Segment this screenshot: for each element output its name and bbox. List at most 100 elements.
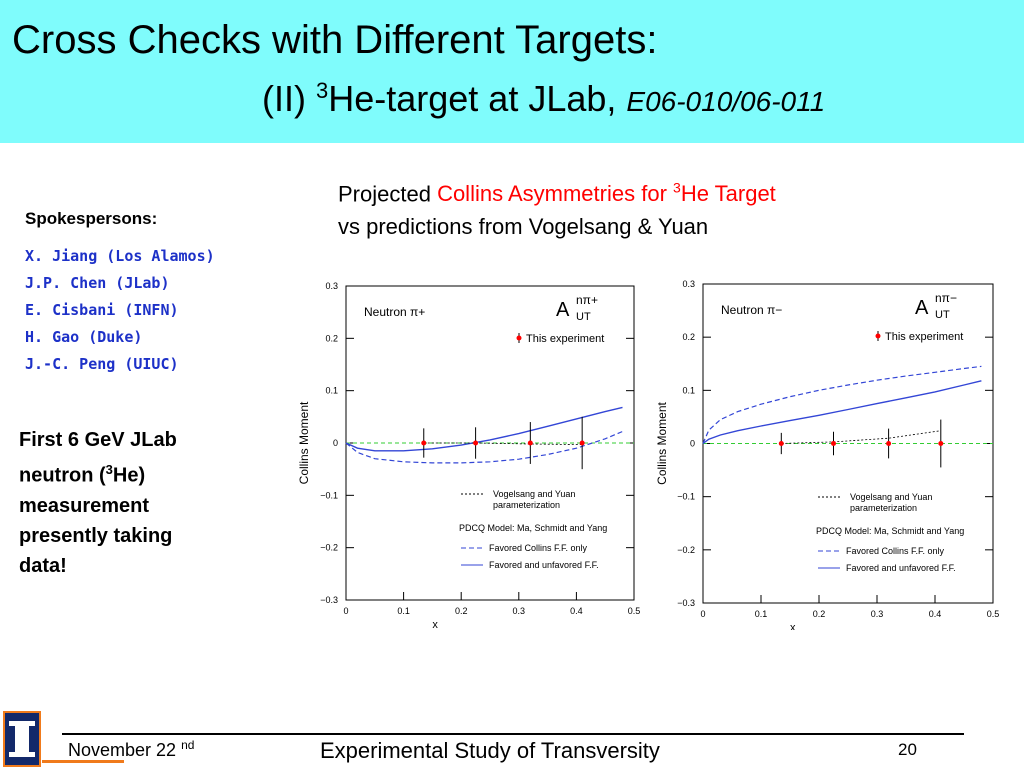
page-number: 20 — [898, 740, 917, 759]
data-point — [473, 440, 479, 446]
caption-red-sup: 3 — [673, 180, 681, 196]
legend-dashed: Favored Collins F.F. only — [489, 543, 588, 553]
asymmetry-sub: UT — [576, 311, 591, 323]
x-tick-label: 0.1 — [397, 606, 410, 616]
spokesperson-name: E. Cisbani (INFN) — [25, 301, 179, 319]
x-tick-label: 0.5 — [987, 609, 1000, 619]
note-line: presently taking — [19, 524, 173, 547]
y-tick-label: 0.3 — [325, 281, 338, 291]
y-tick-label: −0.2 — [320, 543, 338, 553]
title-banner: Cross Checks with Different Targets: (II… — [0, 0, 1024, 143]
caption-red-main: Collins Asymmetries for — [437, 181, 674, 207]
x-tick-label: 0.3 — [871, 609, 884, 619]
caption-line1: Projected Collins Asymmetries for 3He Ta… — [338, 172, 776, 210]
caption-prefix: Projected — [338, 181, 438, 207]
footer-date-sup: nd — [181, 738, 195, 752]
collins-plot-pi-minus: 0.3 0.2 0.1 0 −0.1 −0.2 −0.3 0 0.1 0.2 0.3 0.4 0.5 x C… — [655, 279, 1000, 630]
data-point — [421, 440, 427, 446]
x-axis-label: x — [432, 619, 438, 630]
legend-solid: Favored and unfavored F.F. — [846, 563, 956, 573]
page-title: Cross Checks with Different Targets: — [12, 18, 658, 62]
y-tick-label: 0 — [690, 439, 695, 449]
favored-unfavored-curve — [702, 380, 982, 445]
y-tick-label: −0.3 — [320, 595, 338, 605]
footer-date-text: November 22 — [68, 740, 182, 760]
footer-title: Experimental Study of Transversity — [320, 738, 660, 763]
note-line: data! — [19, 554, 67, 577]
favored-only-curve — [345, 430, 623, 464]
x-tick-label: 0.4 — [570, 606, 583, 616]
note-line: First 6 GeV JLab — [19, 429, 177, 451]
spokesperson-name: H. Gao (Duke) — [25, 328, 143, 346]
asymmetry-sup: nπ− — [935, 291, 957, 305]
x-tick-label: 0.4 — [929, 609, 942, 619]
note-line: measurement — [19, 494, 150, 517]
y-tick-label: 0.2 — [325, 333, 338, 343]
caption-line2: vs predictions from Vogelsang & Yuan — [338, 214, 709, 240]
collins-plot-pi-plus: 0.3 0.2 0.1 0 −0.1 −0.2 −0.3 0 0.1 0.2 0.3 0.4 0.5 x C… — [297, 281, 641, 630]
y-tick-label: 0.2 — [682, 332, 695, 342]
legend-vy-line1: Vogelsang and Yuan — [493, 489, 575, 499]
x-tick-label: 0.2 — [813, 609, 826, 619]
plot-caption: Projected Collins Asymmetries for 3He Ta… — [338, 172, 776, 243]
y-tick-label: 0 — [333, 438, 338, 448]
spokesperson-name: X. Jiang (Los Alamos) — [25, 247, 215, 265]
y-axis-label: Collins Moment — [655, 401, 669, 484]
legend-dashed: Favored Collins F.F. only — [846, 546, 945, 556]
title-prefix: (II) — [262, 78, 316, 119]
spokespersons-list: X. Jiang (Los Alamos) J.P. Chen (JLab) E… — [25, 243, 215, 378]
note-line: neutron (3He) — [19, 455, 239, 491]
title-superscript: 3 — [315, 78, 329, 103]
experiment-code: E06-010/06-011 — [626, 86, 826, 117]
data-point — [527, 440, 533, 446]
y-tick-label: −0.2 — [677, 545, 695, 555]
legend-vy-line2: parameterization — [850, 503, 917, 513]
spokesperson-name: J.-C. Peng (UIUC) — [25, 355, 179, 373]
university-logo — [3, 711, 41, 767]
x-tick-label: 0 — [343, 606, 348, 616]
legend-vy-line1: Vogelsang and Yuan — [850, 492, 932, 502]
x-tick-label: 0 — [700, 609, 705, 619]
y-tick-label: −0.1 — [320, 490, 338, 500]
legend-point — [516, 335, 522, 341]
spokesperson-name: J.P. Chen (JLab) — [25, 274, 170, 292]
x-tick-label: 0.3 — [513, 606, 526, 616]
legend-vy-line2: parameterization — [493, 500, 560, 510]
legend-experiment: This experiment — [885, 331, 963, 343]
note-text: neutron ( — [19, 464, 106, 487]
legend-point — [875, 333, 881, 339]
asymmetry-sup: nπ+ — [576, 293, 598, 307]
footer-date: November 22 nd — [68, 738, 194, 761]
favored-only-curve — [702, 365, 982, 444]
data-point — [938, 441, 944, 446]
asymmetry-sub: UT — [935, 309, 950, 321]
vogelsang-yuan-curve — [423, 442, 583, 445]
asymmetry-label: A — [556, 299, 570, 321]
data-point — [778, 441, 784, 446]
caption-red-end: He Target — [680, 181, 776, 207]
y-tick-label: 0.3 — [682, 279, 695, 289]
legend-pdcq: PDCQ Model: Ma, Schmidt and Yang — [459, 523, 607, 533]
title-main: He-target at JLab, — [328, 78, 627, 119]
y-tick-label: −0.3 — [677, 598, 695, 608]
legend-pdcq: PDCQ Model: Ma, Schmidt and Yang — [816, 526, 964, 536]
y-tick-label: −0.1 — [677, 492, 695, 502]
y-tick-label: 0.1 — [682, 385, 695, 395]
note-text: He) — [112, 464, 146, 487]
page-subtitle: (II) 3He-target at JLab, E06-010/06-011 — [262, 78, 825, 120]
x-tick-label: 0.2 — [455, 606, 468, 616]
panel-label: Neutron π+ — [364, 305, 425, 319]
footer-divider — [62, 733, 964, 735]
vogelsang-yuan-curve — [781, 430, 941, 444]
caption-red: Collins Asymmetries for 3He Target — [437, 180, 776, 207]
asymmetry-label: A — [915, 297, 929, 319]
data-point — [831, 441, 836, 446]
x-tick-label: 0.1 — [755, 609, 768, 619]
x-axis-label: x — [790, 622, 796, 630]
y-axis-label: Collins Moment — [297, 401, 311, 484]
legend-solid: Favored and unfavored F.F. — [489, 560, 599, 570]
panel-label: Neutron π− — [721, 303, 782, 317]
data-point — [886, 441, 892, 446]
x-tick-label: 0.5 — [628, 606, 641, 616]
status-note: First 6 GeV JLab neutron (3He) measureme… — [19, 425, 239, 581]
